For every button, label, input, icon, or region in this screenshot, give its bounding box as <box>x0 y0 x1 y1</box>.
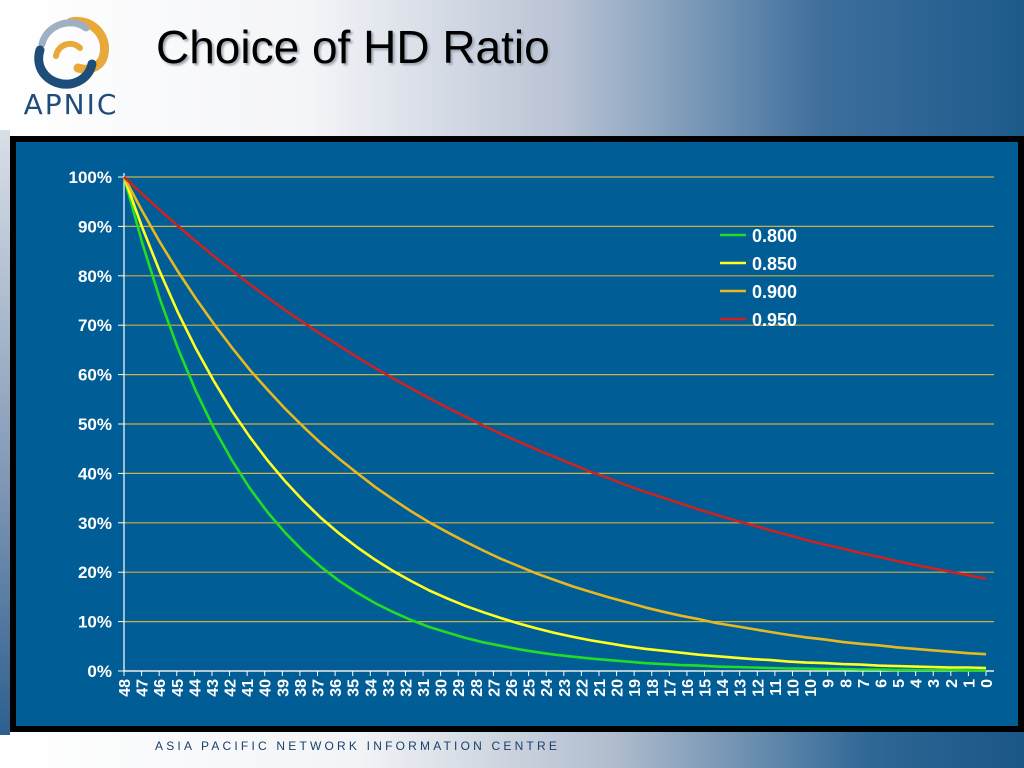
x-tick-label-11: 37 <box>311 679 328 697</box>
y-tick-label-60: 60% <box>78 366 112 385</box>
series-line-0.800 <box>122 176 986 672</box>
x-tick-label-41: 8 <box>838 679 855 688</box>
x-tick-label-31: 17 <box>662 679 679 697</box>
chart-frame: 0% 10% 20% 30% 40% 50% 60% 70% 80% 90% 100% 48 47 46… <box>10 136 1024 732</box>
x-tick-label-17: 31 <box>416 679 433 697</box>
y-tick-label-0: 0% <box>87 662 112 681</box>
y-tick-label-50: 50% <box>78 415 112 434</box>
x-tick-label-16: 32 <box>398 679 415 697</box>
left-accent-bar <box>0 130 10 735</box>
x-tick-label-43: 6 <box>873 679 890 688</box>
x-tick-label-26: 22 <box>574 679 591 697</box>
x-tick-label-39: 10 <box>803 679 820 697</box>
y-tick-label-70: 70% <box>78 316 112 335</box>
page-title: Choice of HD Ratio <box>156 21 550 73</box>
x-tick-label-35: 13 <box>733 679 750 697</box>
y-tick-label-100: 100% <box>69 168 112 187</box>
y-tick-label-90: 90% <box>78 217 112 236</box>
x-tick-label-33: 15 <box>698 679 715 697</box>
x-tick-label-45: 4 <box>909 679 926 688</box>
x-tick-label-24: 24 <box>539 679 556 697</box>
x-tick-label-15: 33 <box>381 679 398 697</box>
x-tick-label-21: 27 <box>486 679 503 697</box>
x-tick-label-25: 23 <box>557 679 574 697</box>
x-tick-label-7: 41 <box>240 679 257 697</box>
x-tick-label-19: 29 <box>451 679 468 697</box>
y-tick-label-40: 40% <box>78 464 112 483</box>
legend-label-0.900: 0.900 <box>752 282 797 302</box>
logo-text: APNIC <box>23 88 119 121</box>
x-tick-label-10: 38 <box>293 679 310 697</box>
x-tick-label-32: 16 <box>680 679 697 697</box>
hd-ratio-line-chart: 0%10%20%30%40%50%60%70%80%90%100% 48 47 46… <box>16 142 1018 726</box>
x-tick-label-38: 10 <box>785 679 802 697</box>
series-line-0.850 <box>122 176 987 670</box>
x-tick-label-2: 46 <box>152 679 169 697</box>
x-tick-label-20: 28 <box>469 679 486 697</box>
x-tick-label-47: 2 <box>944 679 961 688</box>
series-line-0.950 <box>123 176 987 580</box>
x-tick-label-4: 44 <box>187 679 204 697</box>
series-line-0.900 <box>122 176 987 656</box>
y-tick-label-10: 10% <box>78 613 112 632</box>
footer-band <box>0 732 1024 768</box>
x-tick-label-23: 25 <box>522 679 539 697</box>
x-tick-label-12: 36 <box>328 679 345 697</box>
plot-background <box>16 142 1018 726</box>
x-tick-label-44: 5 <box>891 679 908 688</box>
y-tick-label-20: 20% <box>78 563 112 582</box>
x-tick-label-13: 35 <box>346 679 363 697</box>
x-tick-label-22: 26 <box>504 679 521 697</box>
x-tick-label-27: 21 <box>592 679 609 697</box>
x-tick-label-34: 14 <box>715 679 732 697</box>
footer-text: ASIA PACIFIC NETWORK INFORMATION CENTRE <box>155 739 561 753</box>
legend-label-0.800: 0.800 <box>752 226 797 246</box>
x-tick-label-6: 42 <box>223 679 240 697</box>
apnic-logo-icon <box>34 16 109 89</box>
x-tick-label-49: 0 <box>979 679 996 688</box>
x-tick-label-46: 3 <box>926 679 943 688</box>
x-tick-label-18: 30 <box>434 679 451 697</box>
x-tick-label-29: 19 <box>627 679 644 697</box>
x-tick-label-1: 47 <box>135 679 152 697</box>
x-tick-label-9: 39 <box>275 679 292 697</box>
x-tick-label-0: 48 <box>117 679 134 697</box>
x-tick-label-48: 1 <box>961 679 978 688</box>
x-tick-label-5: 43 <box>205 679 222 697</box>
x-tick-label-30: 18 <box>645 679 662 697</box>
x-tick-label-36: 12 <box>750 679 767 697</box>
x-tick-label-14: 34 <box>363 679 380 697</box>
x-tick-label-42: 7 <box>856 679 873 688</box>
y-tick-label-80: 80% <box>78 267 112 286</box>
legend-label-0.850: 0.850 <box>752 254 797 274</box>
x-tick-label-8: 40 <box>258 679 275 697</box>
x-tick-label-37: 11 <box>768 679 785 696</box>
x-tick-label-28: 20 <box>610 679 627 697</box>
y-tick-label-30: 30% <box>78 514 112 533</box>
legend-label-0.950: 0.950 <box>752 310 797 330</box>
x-tick-label-40: 9 <box>821 679 838 688</box>
x-tick-label-3: 45 <box>170 679 187 697</box>
